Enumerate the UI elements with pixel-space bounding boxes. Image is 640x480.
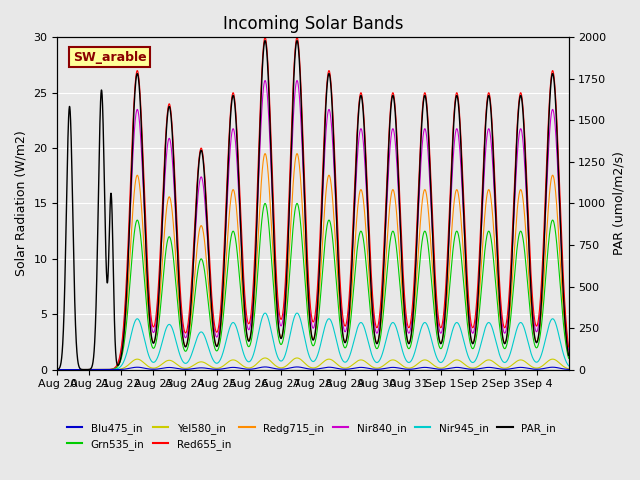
Legend: Blu475_in, Grn535_in, Yel580_in, Red655_in, Redg715_in, Nir840_in, Nir945_in, PA: Blu475_in, Grn535_in, Yel580_in, Red655_… <box>63 419 560 454</box>
Text: SW_arable: SW_arable <box>73 50 147 63</box>
Title: Incoming Solar Bands: Incoming Solar Bands <box>223 15 403 33</box>
Y-axis label: Solar Radiation (W/m2): Solar Radiation (W/m2) <box>15 131 28 276</box>
Y-axis label: PAR (umol/m2/s): PAR (umol/m2/s) <box>612 152 625 255</box>
